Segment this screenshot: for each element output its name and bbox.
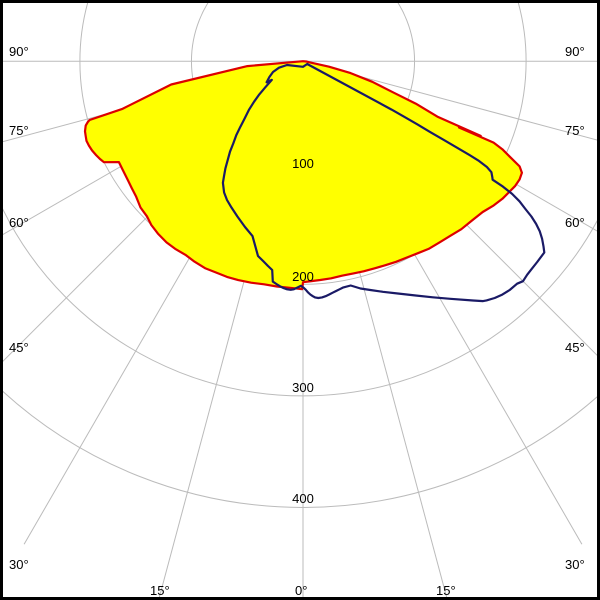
- svg-text:60°: 60°: [9, 215, 29, 230]
- svg-text:15°: 15°: [436, 583, 456, 598]
- svg-text:75°: 75°: [9, 123, 29, 138]
- svg-text:75°: 75°: [565, 123, 585, 138]
- svg-text:45°: 45°: [9, 340, 29, 355]
- svg-text:15°: 15°: [150, 583, 170, 598]
- svg-text:30°: 30°: [565, 557, 585, 572]
- svg-text:0°: 0°: [295, 583, 307, 598]
- svg-text:300: 300: [292, 380, 314, 395]
- svg-text:200: 200: [292, 269, 314, 284]
- svg-text:45°: 45°: [565, 340, 585, 355]
- svg-text:90°: 90°: [565, 44, 585, 59]
- svg-text:90°: 90°: [9, 44, 29, 59]
- svg-text:60°: 60°: [565, 215, 585, 230]
- svg-text:400: 400: [292, 491, 314, 506]
- svg-text:30°: 30°: [9, 557, 29, 572]
- svg-text:100: 100: [292, 156, 314, 171]
